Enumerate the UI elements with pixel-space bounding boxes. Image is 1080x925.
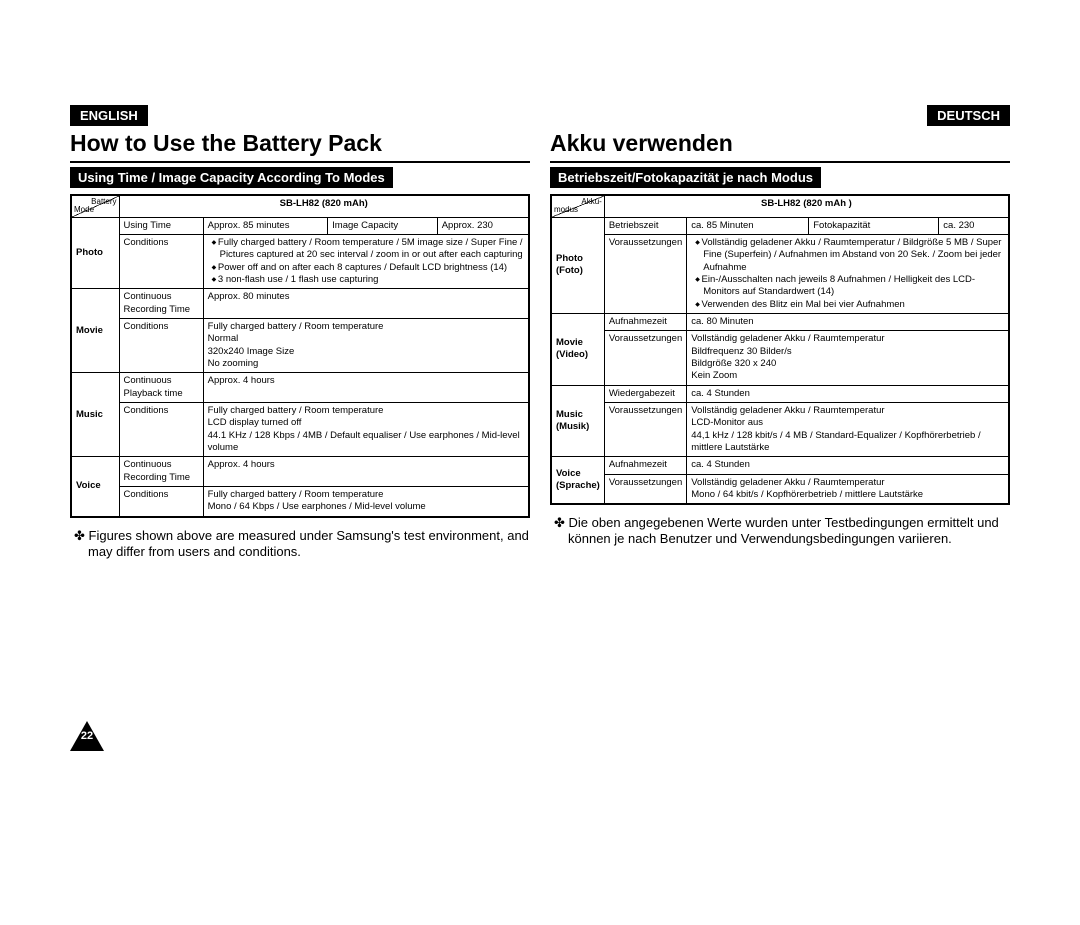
mode-photo: Photo (Foto) — [551, 217, 604, 313]
subtitle-english: Using Time / Image Capacity According To… — [70, 167, 393, 188]
movie-time-label: Aufnahmezeit — [604, 313, 686, 330]
title-english: How to Use the Battery Pack — [70, 130, 530, 163]
voice-time-value: ca. 4 Stunden — [687, 457, 1009, 474]
movie-time-label: Continuous Recording Time — [119, 289, 203, 319]
movie-cond-label: Conditions — [119, 318, 203, 372]
photo-cond-cell: Fully charged battery / Room temperature… — [203, 234, 529, 288]
mode-photo: Photo — [71, 217, 119, 289]
photo-cap-label: Fotokapazität — [809, 217, 939, 234]
battery-model-header: SB-LH82 (820 mAh) — [119, 195, 529, 217]
photo-cond-label: Voraussetzungen — [604, 234, 686, 313]
voice-time-label: Aufnahmezeit — [604, 457, 686, 474]
note-english: Figures shown above are measured under S… — [70, 528, 530, 559]
music-time-value: Approx. 4 hours — [203, 373, 529, 403]
page-number-badge: 22 — [70, 719, 104, 753]
photo-cond-cell: Vollständig geladener Akku / Raumtempera… — [687, 234, 1009, 313]
movie-time-value: ca. 80 Minuten — [687, 313, 1009, 330]
voice-cond-cell: Vollständig geladener Akku / Raumtempera… — [687, 474, 1009, 504]
lang-tag-german: DEUTSCH — [927, 105, 1010, 126]
spec-table-german: Akku- modus SB-LH82 (820 mAh ) Photo (Fo… — [550, 194, 1010, 505]
music-time-label: Continuous Playback time — [119, 373, 203, 403]
mode-music: Music (Musik) — [551, 385, 604, 457]
music-time-label: Wiedergabezeit — [604, 385, 686, 402]
music-cond-cell: Fully charged battery / Room temperature… — [203, 402, 529, 456]
voice-time-value: Approx. 4 hours — [203, 457, 529, 487]
movie-cond-cell: Vollständig geladener Akku / Raumtempera… — [687, 331, 1009, 385]
photo-cond-label: Conditions — [119, 234, 203, 288]
music-cond-label: Conditions — [119, 402, 203, 456]
page-footer: 22 — [70, 719, 1010, 753]
music-cond-label: Voraussetzungen — [604, 402, 686, 456]
photo-time-label: Using Time — [119, 217, 203, 234]
voice-cond-label: Conditions — [119, 487, 203, 517]
page-number: 22 — [70, 730, 104, 742]
page-content: ENGLISH How to Use the Battery Pack Usin… — [70, 105, 1010, 559]
photo-time-value: Approx. 85 minutes — [203, 217, 328, 234]
table-corner: Battery Mode — [71, 195, 119, 217]
voice-cond-cell: Fully charged battery / Room temperature… — [203, 487, 529, 517]
battery-model-header: SB-LH82 (820 mAh ) — [604, 195, 1009, 217]
german-column: DEUTSCH Akku verwenden Betriebszeit/Foto… — [550, 105, 1010, 559]
movie-cond-label: Voraussetzungen — [604, 331, 686, 385]
voice-cond-label: Voraussetzungen — [604, 474, 686, 504]
mode-movie: Movie — [71, 289, 119, 373]
music-time-value: ca. 4 Stunden — [687, 385, 1009, 402]
music-cond-cell: Vollständig geladener Akku / Raumtempera… — [687, 402, 1009, 456]
title-german: Akku verwenden — [550, 130, 1010, 163]
photo-time-value: ca. 85 Minuten — [687, 217, 809, 234]
photo-cap-label: Image Capacity — [328, 217, 438, 234]
mode-voice: Voice (Sprache) — [551, 457, 604, 505]
voice-time-label: Continuous Recording Time — [119, 457, 203, 487]
mode-movie: Movie (Video) — [551, 313, 604, 385]
photo-time-label: Betriebszeit — [604, 217, 686, 234]
table-corner: Akku- modus — [551, 195, 604, 217]
lang-tag-english: ENGLISH — [70, 105, 148, 126]
mode-music: Music — [71, 373, 119, 457]
movie-time-value: Approx. 80 minutes — [203, 289, 529, 319]
photo-cap-value: Approx. 230 — [437, 217, 529, 234]
english-column: ENGLISH How to Use the Battery Pack Usin… — [70, 105, 530, 559]
photo-cap-value: ca. 230 — [939, 217, 1009, 234]
mode-voice: Voice — [71, 457, 119, 517]
spec-table-english: Battery Mode SB-LH82 (820 mAh) Photo Usi… — [70, 194, 530, 518]
subtitle-german: Betriebszeit/Fotokapazität je nach Modus — [550, 167, 821, 188]
movie-cond-cell: Fully charged battery / Room temperature… — [203, 318, 529, 372]
note-german: Die oben angegebenen Werte wurden unter … — [550, 515, 1010, 546]
